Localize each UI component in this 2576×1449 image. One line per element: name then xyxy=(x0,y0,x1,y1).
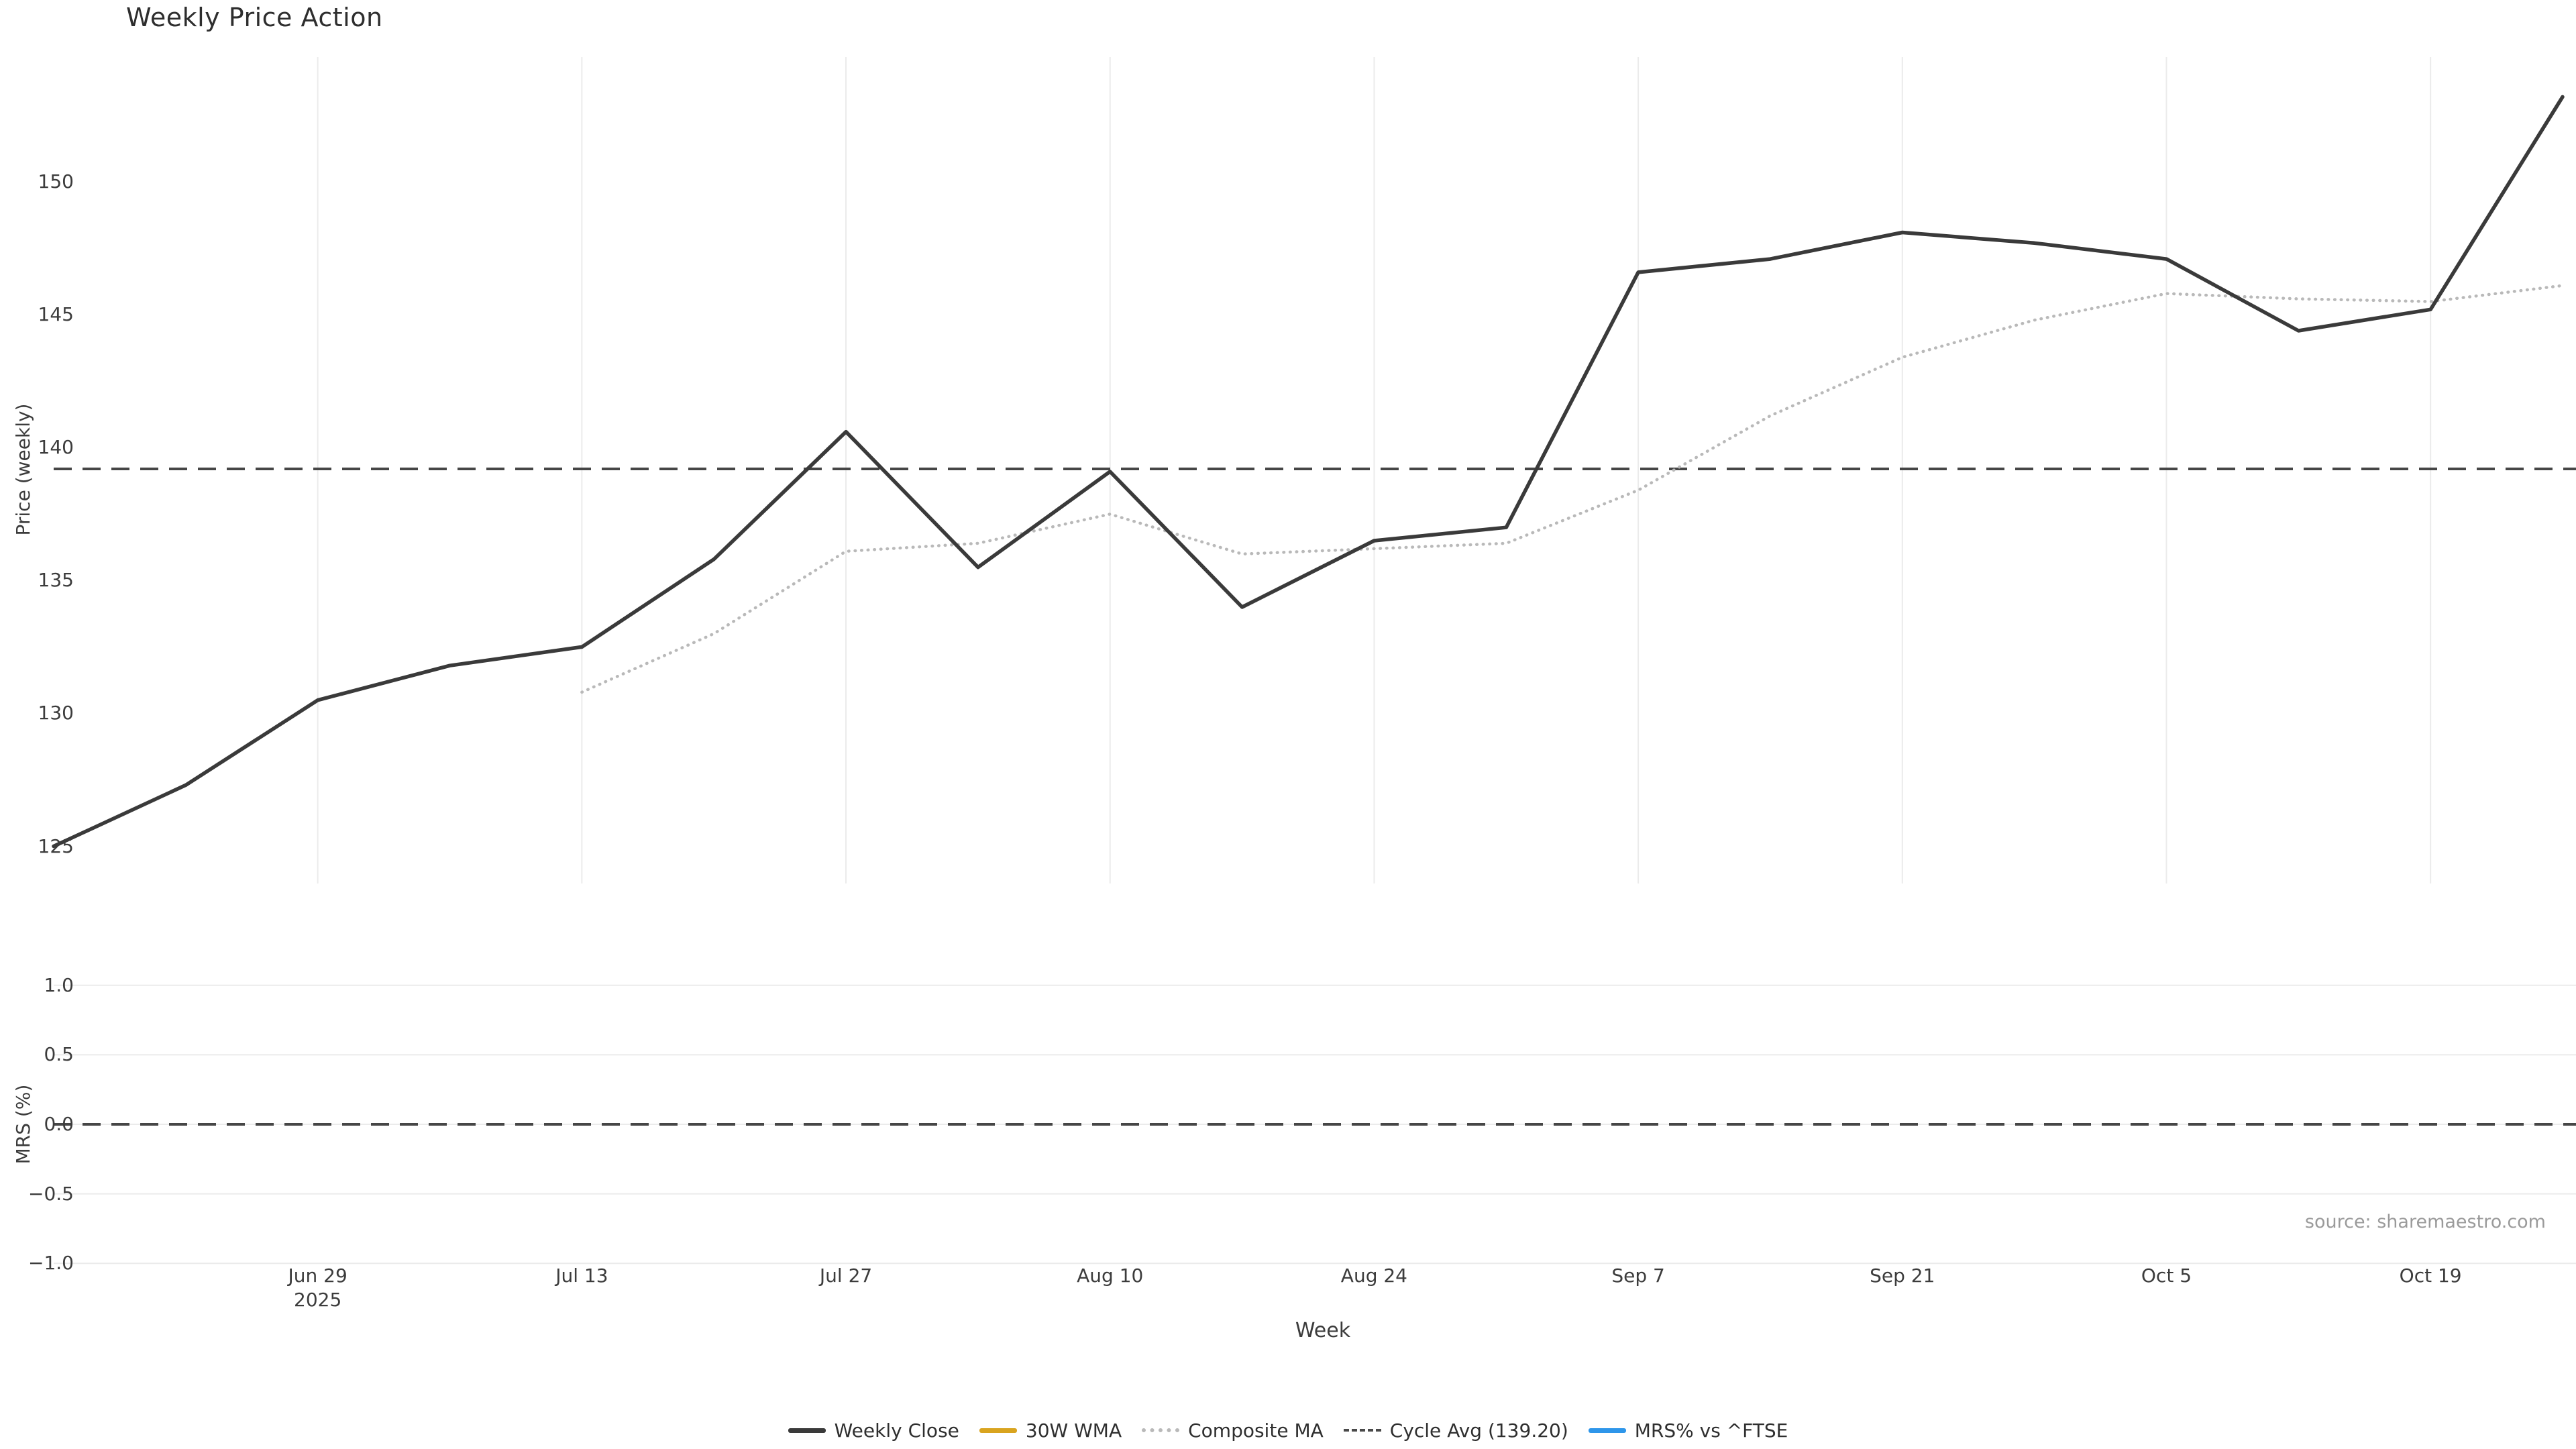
legend-swatch-solid xyxy=(788,1428,826,1433)
legend-swatch-solid xyxy=(979,1428,1017,1433)
x-tick-label: Oct 19 xyxy=(2350,1264,2511,1288)
legend-item-label: Cycle Avg (139.20) xyxy=(1389,1419,1568,1442)
x-tick-label: Sep 7 xyxy=(1558,1264,1719,1288)
mrs-y-tick-label: −1.0 xyxy=(28,1252,74,1275)
legend: Weekly Close 30W WMA Composite MA Cycle Avg… xyxy=(0,1411,2576,1449)
x-tick-label: Aug 24 xyxy=(1293,1264,1454,1288)
x-tick-label: Aug 10 xyxy=(1030,1264,1191,1288)
price-y-tick-label: 150 xyxy=(38,170,74,193)
mrs-y-tick-label: 0.0 xyxy=(44,1113,74,1135)
source-note: source: sharemaestro.com xyxy=(2304,1212,2546,1232)
x-tick-label: Jul 27 xyxy=(765,1264,926,1288)
mrs-y-tick-label: 1.0 xyxy=(44,973,74,996)
legend-swatch-dashed xyxy=(1343,1429,1381,1432)
price-y-tick-label: 140 xyxy=(38,436,74,459)
x-tick-label: Jun 29 2025 xyxy=(237,1264,398,1312)
x-tick-label: Sep 21 xyxy=(1822,1264,1983,1288)
legend-item: 30W WMA xyxy=(979,1419,1122,1442)
x-tick-label-line1: Aug 10 xyxy=(1077,1265,1144,1287)
legend-swatch-dotted xyxy=(1142,1428,1180,1432)
x-tick-label-line1: Jun 29 xyxy=(288,1265,347,1287)
x-tick-label-line1: Sep 7 xyxy=(1611,1265,1665,1287)
x-axis-label: Week xyxy=(1295,1319,1351,1342)
weekly-close-line xyxy=(52,95,2565,849)
price-y-tick-label: 125 xyxy=(38,835,74,857)
composite-ma-line xyxy=(580,284,2565,694)
x-tick-label-line1: Sep 21 xyxy=(1870,1265,1935,1287)
price-y-axis-label: Price (weekly) xyxy=(12,403,34,536)
legend-item-label: Composite MA xyxy=(1188,1419,1324,1442)
mrs-y-tick-label: 0.5 xyxy=(44,1043,74,1066)
price-y-tick-label: 130 xyxy=(38,702,74,724)
x-tick-label-year: 2025 xyxy=(294,1289,342,1311)
price-y-tick-label: 135 xyxy=(38,569,74,592)
legend-item-label: MRS% vs ^FTSE xyxy=(1634,1419,1788,1442)
x-tick-label-line1: Aug 24 xyxy=(1340,1265,1407,1287)
legend-swatch-solid xyxy=(1588,1428,1626,1433)
x-tick-label-line1: Oct 5 xyxy=(2141,1265,2192,1287)
x-tick-label-line1: Jul 13 xyxy=(555,1265,608,1287)
x-tick-label: Jul 13 xyxy=(501,1264,662,1288)
x-tick-label-line1: Jul 27 xyxy=(819,1265,873,1287)
legend-item: Cycle Avg (139.20) xyxy=(1343,1419,1568,1442)
x-tick-label-line1: Oct 19 xyxy=(2399,1265,2462,1287)
legend-item-label: 30W WMA xyxy=(1025,1419,1122,1442)
legend-item: MRS% vs ^FTSE xyxy=(1588,1419,1788,1442)
legend-item-label: Weekly Close xyxy=(834,1419,959,1442)
mrs-y-tick-label: −0.5 xyxy=(28,1182,74,1205)
legend-item: Composite MA xyxy=(1142,1419,1324,1442)
chart-title: Weekly Price Action xyxy=(126,3,383,32)
x-tick-label: Oct 5 xyxy=(2086,1264,2247,1288)
price-y-tick-label: 145 xyxy=(38,303,74,326)
legend-item: Weekly Close xyxy=(788,1419,959,1442)
